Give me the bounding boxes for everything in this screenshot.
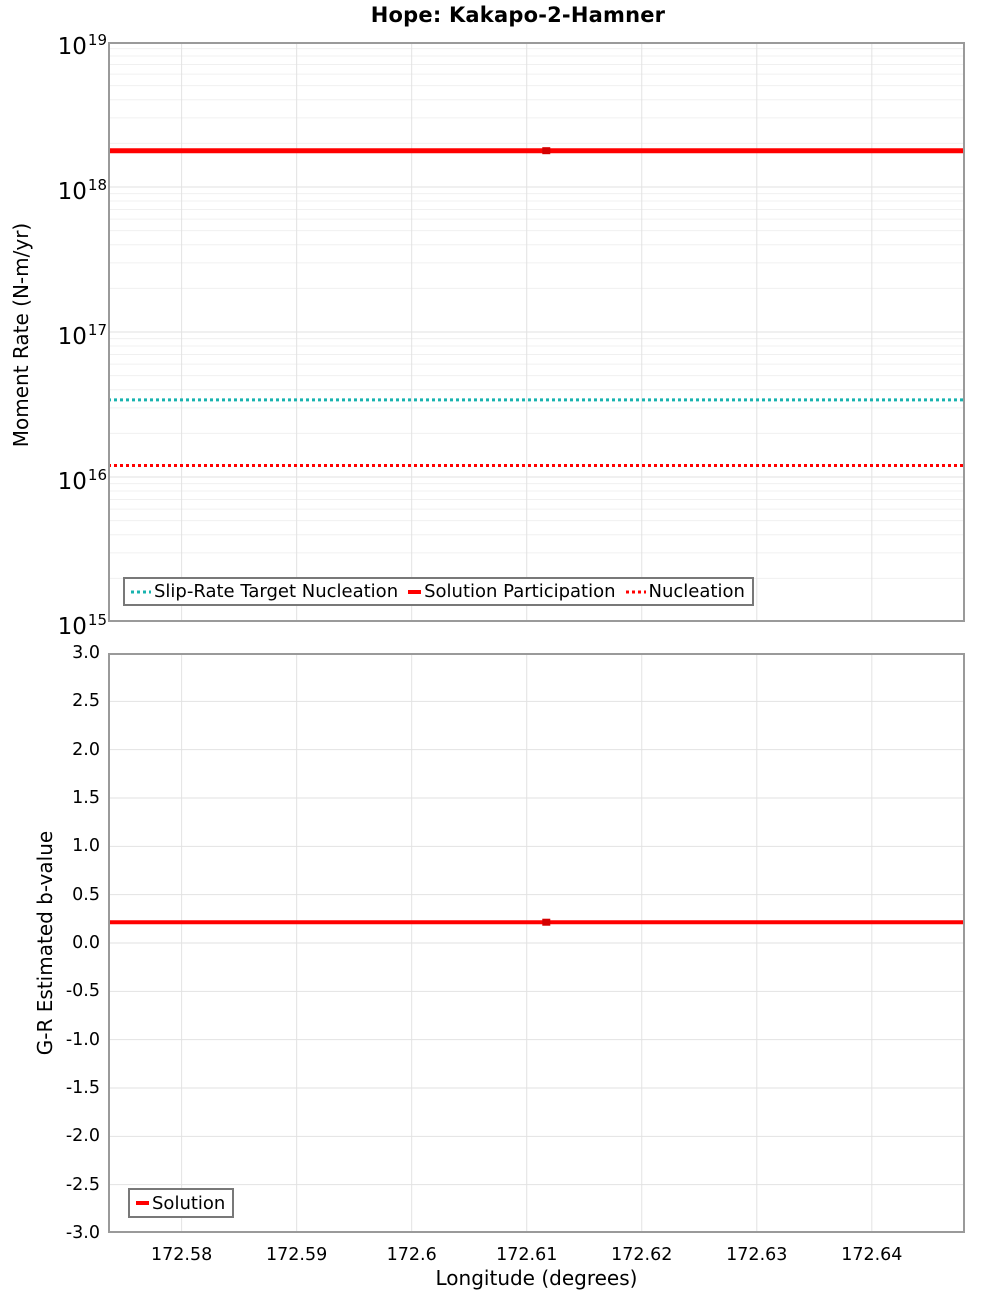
y-tick-label--2.0: -2.0 xyxy=(65,1126,100,1147)
legend-item-solution-participation: Solution Participation xyxy=(407,581,616,602)
y-tick-label-1e17: 1017 xyxy=(0,317,107,350)
bottom-legend: Solution xyxy=(128,1188,235,1218)
x-tick-label-172.58: 172.58 xyxy=(150,1245,213,1265)
y-tick-base: 10 xyxy=(57,469,87,495)
y-tick-label-3.0: 3.0 xyxy=(72,643,100,663)
y-tick-label-2.0: 2.0 xyxy=(72,739,100,760)
y-tick-label-1e18: 1018 xyxy=(0,172,107,205)
bottom-plot-area xyxy=(108,653,965,1233)
x-tick-label-172.62: 172.62 xyxy=(611,1245,673,1265)
y-tick-label-1.0: 1.0 xyxy=(72,836,100,857)
y-tick-label-1.5: 1.5 xyxy=(72,788,100,808)
legend-item-slip-rate-target-nucleation: Slip-Rate Target Nucleation xyxy=(130,581,398,602)
y-tick-label--3.0: -3.0 xyxy=(65,1223,100,1243)
dotted-line-swatch-icon xyxy=(131,590,151,593)
y-tick-label--1.0: -1.0 xyxy=(65,1029,100,1050)
x-tick-label-172.64: 172.64 xyxy=(841,1245,903,1265)
y-tick-exponent: 17 xyxy=(87,321,107,339)
dotted-line-swatch-icon xyxy=(625,590,646,593)
y-tick-exponent: 16 xyxy=(87,466,107,484)
y-tick-exponent: 18 xyxy=(87,176,107,194)
plot-border xyxy=(108,42,965,622)
legend-label: Solution xyxy=(152,1192,226,1214)
y-tick-label--1.5: -1.5 xyxy=(65,1078,100,1098)
y-tick-label--2.5: -2.5 xyxy=(65,1174,100,1195)
y-tick-label-1e16: 1016 xyxy=(0,462,107,495)
y-tick-base: 10 xyxy=(57,34,87,60)
y-tick-label-0.5: 0.5 xyxy=(72,884,100,905)
y-tick-base: 10 xyxy=(57,179,87,205)
x-tick-label-172.6: 172.6 xyxy=(386,1245,437,1265)
y-tick-label-1e19: 1019 xyxy=(0,27,107,60)
legend-item-solution: Solution xyxy=(135,1193,225,1214)
y-tick-label--0.5: -0.5 xyxy=(65,981,100,1002)
data-point-marker xyxy=(542,147,551,155)
legend-label: Slip-Rate Target Nucleation xyxy=(154,581,399,602)
solid-line-swatch-icon xyxy=(136,1201,149,1205)
y-tick-label-2.5: 2.5 xyxy=(72,691,100,712)
y-tick-label-1e15: 1015 xyxy=(0,607,107,640)
solid-line-swatch-icon xyxy=(408,589,422,594)
chart-title: Hope: Kakapo-2-Hamner xyxy=(370,3,666,27)
x-tick-label-172.63: 172.63 xyxy=(726,1245,788,1265)
x-axis-label: Longitude (degrees) xyxy=(435,1266,638,1290)
x-tick-label-172.59: 172.59 xyxy=(266,1245,328,1265)
y-tick-exponent: 15 xyxy=(87,611,107,629)
top-legend: Slip-Rate Target Nucleation Solution Part… xyxy=(123,577,754,606)
y-tick-exponent: 19 xyxy=(87,31,107,49)
data-point-marker xyxy=(542,918,551,926)
top-plot-area xyxy=(108,42,965,622)
legend-label: Solution Participation xyxy=(424,581,616,602)
legend-label: Nucleation xyxy=(648,581,745,602)
y-tick-base: 10 xyxy=(57,324,87,350)
x-tick-label-172.61: 172.61 xyxy=(496,1245,558,1265)
y-tick-base: 10 xyxy=(57,614,87,640)
y-tick-label-0.0: 0.0 xyxy=(72,933,100,953)
plot-border xyxy=(108,653,965,1233)
legend-item-nucleation: Nucleation xyxy=(625,581,745,602)
